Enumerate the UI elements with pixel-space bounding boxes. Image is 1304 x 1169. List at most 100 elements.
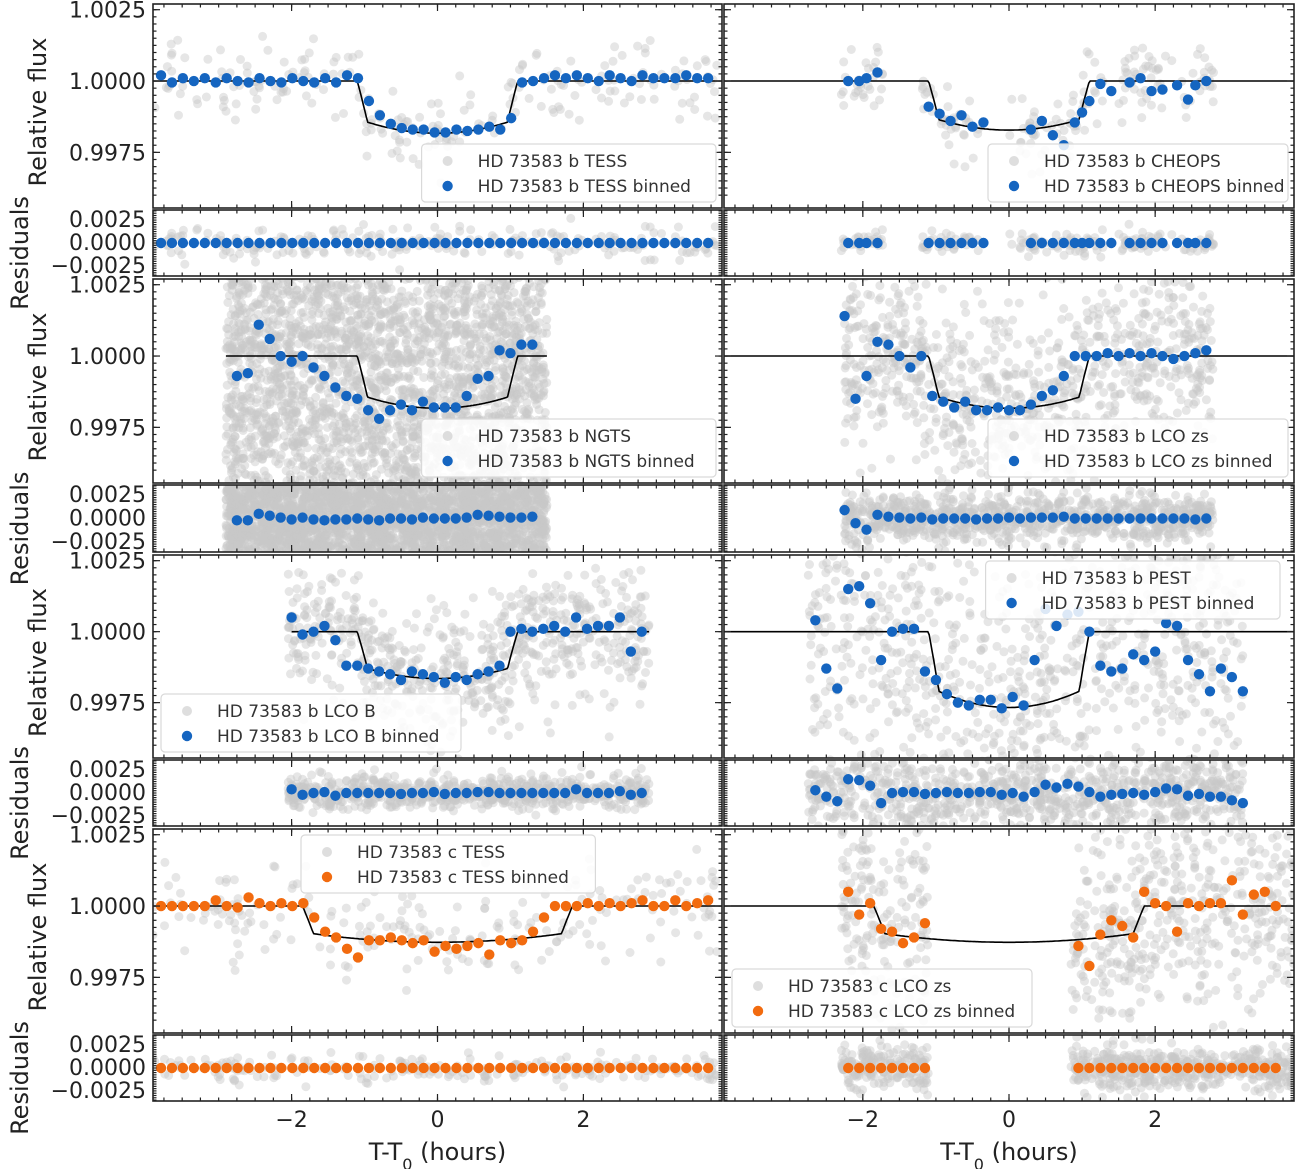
- raw-point: [255, 153, 264, 162]
- binned-point: [1146, 86, 1156, 96]
- raw-point: [339, 166, 348, 175]
- raw-point: [281, 662, 290, 671]
- raw-point: [281, 198, 290, 207]
- raw-point: [301, 176, 310, 185]
- raw-point: [497, 219, 506, 228]
- raw-point: [392, 170, 401, 179]
- raw-residual: [258, 226, 267, 235]
- raw-point: [360, 180, 369, 189]
- raw-point: [839, 87, 848, 96]
- raw-point: [1182, 113, 1191, 122]
- raw-point: [529, 251, 538, 260]
- raw-point: [397, 57, 406, 66]
- raw-point: [336, 252, 345, 261]
- raw-point: [274, 196, 283, 205]
- raw-point: [316, 263, 325, 272]
- raw-point: [376, 808, 385, 817]
- binned-point: [156, 70, 166, 80]
- raw-point: [507, 746, 516, 755]
- raw-point: [1157, 103, 1166, 112]
- raw-point: [514, 557, 523, 566]
- raw-point: [408, 171, 417, 180]
- raw-point: [345, 265, 354, 274]
- raw-point: [547, 85, 556, 94]
- raw-point: [408, 28, 417, 37]
- legend-label: HD 73583 b TESS binned: [478, 177, 691, 197]
- raw-point: [508, 126, 517, 135]
- raw-point: [349, 259, 358, 268]
- binned-point: [843, 76, 853, 86]
- raw-point: [445, 576, 454, 585]
- raw-point: [176, 89, 185, 98]
- raw-point: [342, 155, 351, 164]
- binned-point: [967, 121, 977, 131]
- raw-point: [533, 250, 542, 259]
- raw-point: [323, 171, 332, 180]
- raw-point: [417, 587, 426, 596]
- raw-point: [431, 74, 440, 83]
- raw-point: [324, 166, 333, 175]
- raw-point: [242, 107, 251, 116]
- raw-point: [398, 563, 407, 572]
- raw-point: [234, 176, 243, 185]
- raw-point: [260, 577, 269, 586]
- raw-point: [326, 213, 335, 222]
- raw-point: [321, 152, 330, 161]
- raw-point: [945, 140, 954, 149]
- raw-point: [419, 560, 428, 569]
- raw-point: [556, 105, 565, 114]
- binned-residual: [1106, 238, 1116, 248]
- raw-point: [192, 95, 201, 104]
- raw-point: [322, 99, 331, 108]
- raw-point: [424, 258, 433, 267]
- binned-point: [594, 76, 604, 86]
- raw-point: [252, 641, 261, 650]
- raw-point: [437, 579, 446, 588]
- raw-point: [1137, 113, 1146, 122]
- raw-point: [227, 224, 236, 233]
- raw-point: [275, 131, 284, 140]
- binned-residual: [364, 238, 374, 248]
- raw-point: [325, 184, 334, 193]
- raw-point: [304, 194, 313, 203]
- raw-point: [388, 614, 397, 623]
- raw-point: [542, 568, 551, 577]
- raw-point: [442, 576, 451, 585]
- raw-residual: [553, 252, 562, 261]
- binned-residual: [843, 238, 853, 248]
- binned-point: [703, 73, 713, 83]
- raw-point: [403, 579, 412, 588]
- raw-point: [388, 558, 397, 567]
- raw-point: [351, 147, 360, 156]
- raw-point: [532, 49, 541, 58]
- raw-residual: [362, 249, 371, 258]
- raw-point: [220, 96, 229, 105]
- raw-point: [641, 49, 650, 58]
- binned-point: [1135, 73, 1145, 83]
- raw-point: [465, 746, 474, 755]
- raw-residual: [180, 260, 189, 269]
- raw-point: [228, 573, 237, 582]
- raw-point: [405, 264, 414, 273]
- raw-point: [238, 572, 247, 581]
- raw-point: [258, 572, 267, 581]
- raw-point: [539, 574, 548, 583]
- raw-point: [236, 89, 245, 98]
- raw-point: [269, 583, 278, 592]
- raw-point: [474, 59, 483, 68]
- raw-point: [362, 199, 371, 208]
- raw-point: [303, 186, 312, 195]
- raw-point: [280, 431, 289, 440]
- raw-point: [399, 78, 408, 87]
- raw-point: [232, 187, 241, 196]
- binned-point: [320, 73, 330, 83]
- raw-point: [243, 226, 252, 235]
- raw-point: [539, 127, 548, 136]
- raw-point: [277, 149, 286, 158]
- raw-point: [402, 195, 411, 204]
- raw-point: [497, 25, 506, 34]
- raw-point: [286, 167, 295, 176]
- raw-point: [523, 747, 532, 756]
- raw-point: [365, 197, 374, 206]
